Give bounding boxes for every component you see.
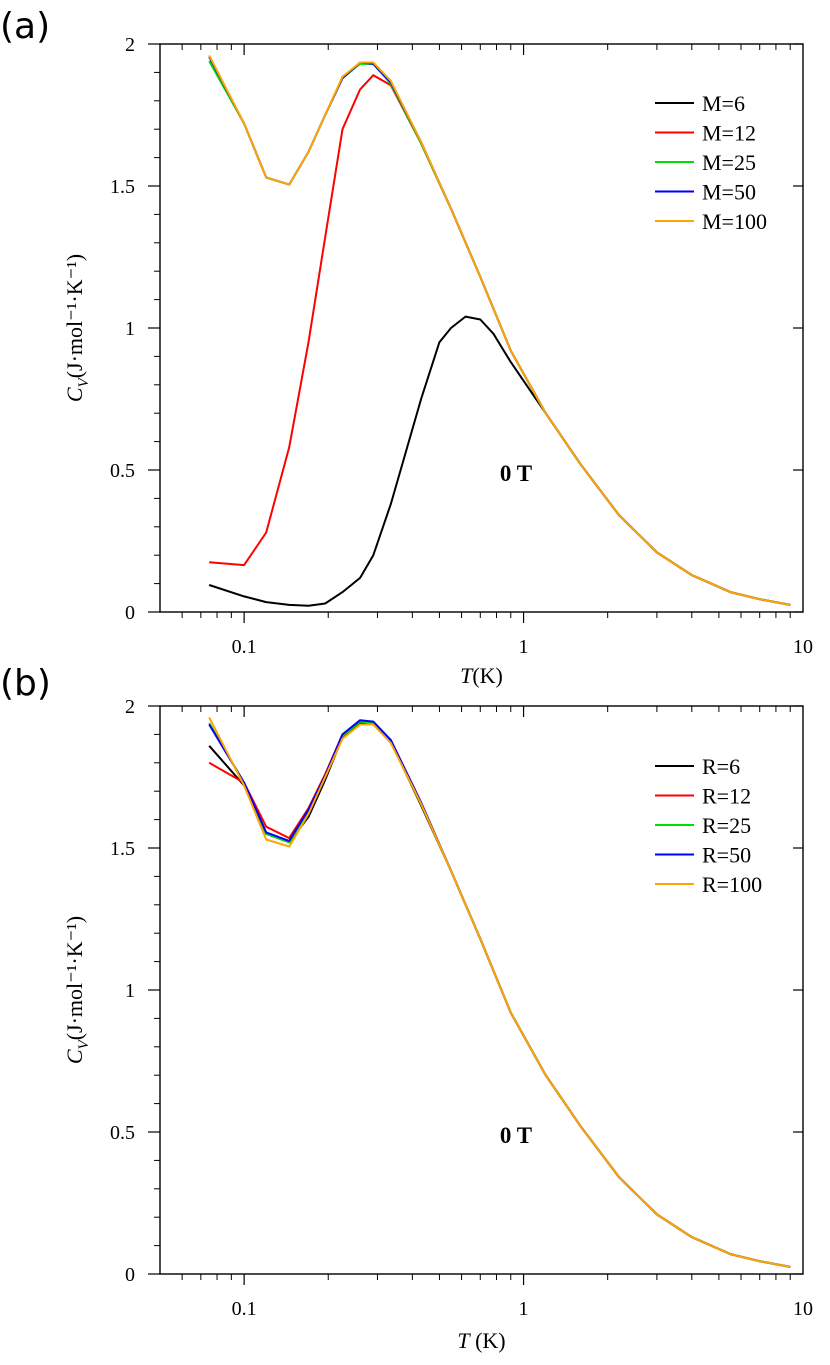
y-tick-label: 2 — [125, 696, 135, 718]
y-tick-label: 0 — [125, 1264, 135, 1286]
legend-label: R=6 — [702, 754, 740, 779]
y-tick-label: 1.5 — [110, 176, 135, 198]
legend-label: M=6 — [702, 91, 745, 116]
panel-label: (b) — [0, 663, 51, 704]
legend-label: M=12 — [702, 121, 756, 146]
y-axis-label-italic: C — [62, 387, 87, 402]
y-axis-label-subscript: V — [76, 376, 92, 387]
legend-label: M=50 — [702, 180, 756, 205]
x-tick-label: 1 — [519, 1298, 529, 1320]
chart-panel-a: (a) 0.1 1 10 0 0.5 1 1.5 2 T(K) CV(J·mol⁻¹·K⁻¹) M=6… — [0, 6, 813, 688]
x-axis-label: T(K) — [460, 663, 503, 688]
x-axis-label-italic: T — [457, 1328, 471, 1353]
y-tick-label: 0.5 — [110, 1122, 135, 1144]
y-tick-label: 0.5 — [110, 460, 135, 482]
x-axis-label-unit: (K) — [472, 663, 503, 688]
legend: R=6 R=12 R=25 R=50 R=100 — [655, 754, 762, 897]
y-axis-label: CV(J·mol⁻¹·K⁻¹) — [62, 254, 92, 402]
y-tick-label: 2 — [125, 34, 135, 56]
legend-label: R=100 — [702, 872, 762, 897]
legend: M=6 M=12 M=25 M=50 M=100 — [655, 91, 767, 234]
series-group — [208, 716, 791, 1268]
series-line-m-100 — [208, 54, 791, 606]
y-tick-label: 0 — [125, 602, 135, 624]
x-tick-label: 10 — [793, 636, 813, 658]
y-axis-label: CV(J·mol⁻¹·K⁻¹) — [62, 916, 92, 1064]
y-axis-label-unit: (J·mol⁻¹·K⁻¹) — [62, 254, 87, 378]
series-line-r-100 — [208, 716, 791, 1268]
panel-label: (a) — [0, 6, 50, 47]
x-tick-label: 1 — [519, 636, 529, 658]
field-annotation: 0 T — [500, 461, 532, 486]
legend-label: M=100 — [702, 209, 767, 234]
y-axis-label-subscript: V — [76, 1038, 92, 1049]
chart-panel-b: (b) 0.1 1 10 0 0.5 1 1.5 2 T (K) CV(J·mol⁻¹·K⁻¹) R=… — [0, 663, 813, 1353]
legend-label: R=25 — [702, 813, 751, 838]
x-tick-label: 10 — [793, 1298, 813, 1320]
legend-label: R=12 — [702, 784, 751, 809]
y-tick-label: 1 — [125, 318, 135, 340]
series-group — [208, 54, 791, 607]
y-tick-label: 1 — [125, 980, 135, 1002]
x-tick-label: 0.1 — [232, 1298, 257, 1320]
y-axis-label-unit: (J·mol⁻¹·K⁻¹) — [62, 916, 87, 1040]
legend-label: R=50 — [702, 843, 751, 868]
x-axis-label-unit: (K) — [470, 1328, 506, 1353]
x-axis-label-italic: T — [460, 663, 474, 688]
y-axis-label-italic: C — [62, 1049, 87, 1064]
legend-label: M=25 — [702, 150, 756, 175]
x-tick-label: 0.1 — [232, 636, 257, 658]
field-annotation: 0 T — [500, 1123, 532, 1148]
x-axis-label: T (K) — [457, 1328, 505, 1353]
y-tick-label: 1.5 — [110, 838, 135, 860]
